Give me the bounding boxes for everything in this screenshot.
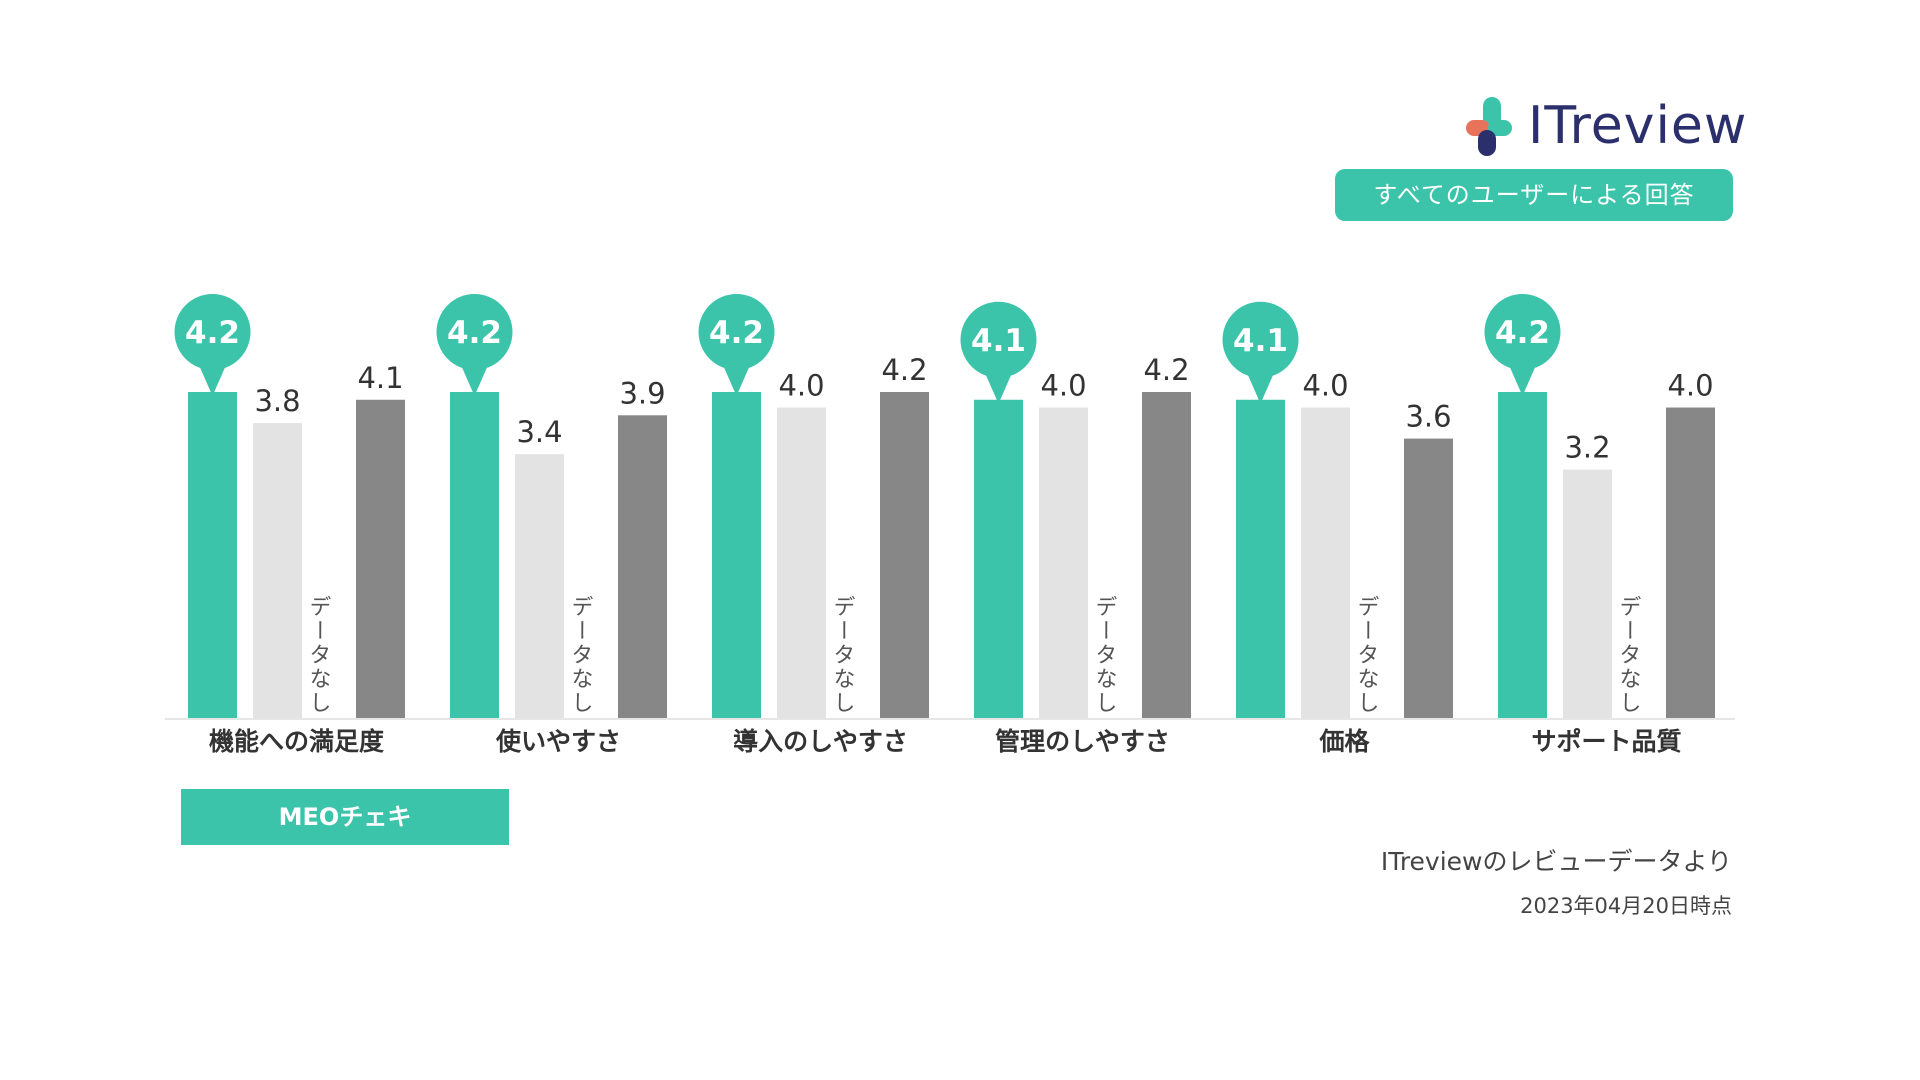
- bar: [1404, 438, 1453, 718]
- value-bubble-pointer: [722, 364, 751, 396]
- source-note: ITreviewのレビューデータより: [1380, 847, 1732, 876]
- date-note: 2023年04月20日時点: [1520, 894, 1732, 918]
- value-bubble: [1222, 301, 1299, 378]
- data-label: 3.6: [1405, 400, 1451, 434]
- no-data-label: データなし: [1354, 595, 1379, 715]
- data-label: 4.2: [185, 315, 240, 351]
- category-tick-label: サポート品質: [1531, 727, 1681, 756]
- data-label: 4.1: [971, 323, 1026, 359]
- data-label: 4.1: [357, 361, 403, 395]
- data-label: 4.0: [1667, 369, 1713, 403]
- bar: [515, 454, 564, 718]
- bar: [1666, 407, 1715, 718]
- bar: [450, 392, 499, 718]
- value-bubble-pointer: [198, 364, 227, 396]
- data-label: 4.2: [447, 315, 502, 351]
- bar: [974, 399, 1023, 718]
- value-bubble-pointer: [1246, 371, 1275, 404]
- category-tick-label: 機能への満足度: [209, 727, 384, 756]
- logo-text: ITreview: [1528, 96, 1748, 156]
- data-label: 4.2: [709, 315, 764, 351]
- bar: [1236, 399, 1285, 718]
- category-tick-label: 管理のしやすさ: [995, 727, 1170, 756]
- value-bubble: [960, 301, 1037, 378]
- no-data-label: データなし: [1616, 595, 1641, 715]
- no-data-label: データなし: [306, 595, 331, 715]
- data-label: 3.2: [1564, 431, 1610, 465]
- bar: [880, 392, 929, 718]
- bar: [1142, 392, 1191, 718]
- value-bubble-pointer: [1508, 364, 1537, 396]
- value-bubble: [436, 294, 513, 370]
- all-users-badge: すべてのユーザーによる回答: [1335, 169, 1733, 221]
- data-label: 4.2: [1495, 315, 1550, 351]
- data-label: 4.0: [778, 369, 824, 403]
- data-label: 4.2: [1143, 353, 1189, 387]
- data-label: 4.1: [1233, 323, 1288, 359]
- value-bubble: [174, 294, 251, 370]
- value-bubble: [698, 294, 775, 370]
- bar: [356, 399, 405, 718]
- category-tick-label: 価格: [1318, 727, 1370, 756]
- itreview-logo-icon: [1466, 97, 1512, 156]
- data-label: 3.8: [254, 384, 300, 418]
- bar: [618, 415, 667, 718]
- bar: [1498, 392, 1547, 718]
- value-bubble-pointer: [984, 371, 1013, 404]
- category-tick-label: 導入のしやすさ: [733, 727, 908, 756]
- bar: [777, 407, 826, 718]
- bar: [1301, 407, 1350, 718]
- value-bubble-pointer: [460, 364, 489, 396]
- no-data-label: データなし: [568, 595, 593, 715]
- no-data-label: データなし: [830, 595, 855, 715]
- data-label: 3.9: [619, 376, 665, 410]
- data-label: 4.2: [881, 353, 927, 387]
- value-bubble: [1484, 294, 1561, 370]
- data-label: 4.0: [1040, 369, 1086, 403]
- category-tick-label: 使いやすさ: [495, 727, 621, 756]
- data-label: 3.4: [516, 415, 562, 449]
- bar: [188, 392, 237, 718]
- bar: [712, 392, 761, 718]
- bar: [1563, 469, 1612, 718]
- bar: [1039, 407, 1088, 718]
- no-data-label: データなし: [1092, 595, 1117, 715]
- bar: [253, 423, 302, 718]
- legend-meo-cheki: MEOチェキ: [181, 789, 509, 845]
- data-label: 4.0: [1302, 369, 1348, 403]
